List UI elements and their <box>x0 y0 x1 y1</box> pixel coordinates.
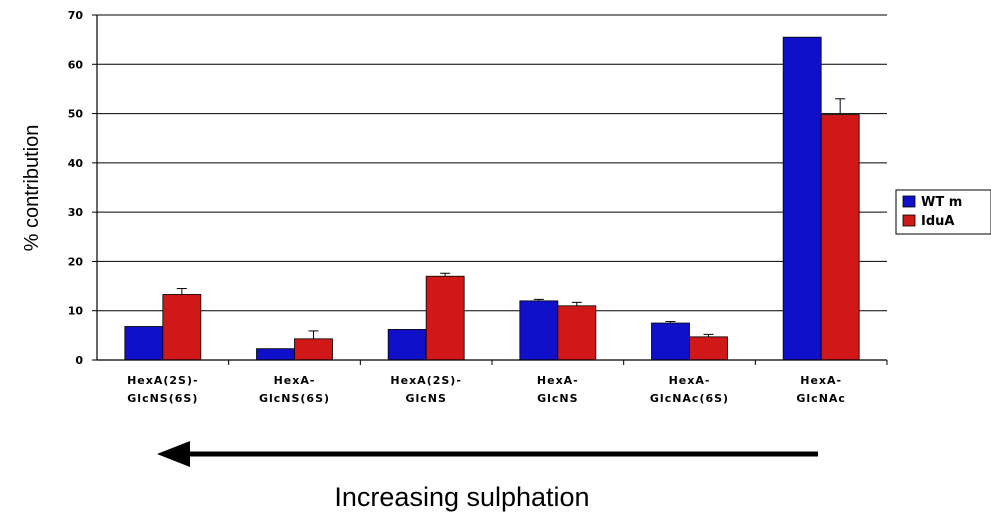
y-axis-title: % contribution <box>21 125 43 252</box>
category-label: GlcNS(6S) <box>127 392 198 405</box>
legend-swatch-wt <box>902 195 916 208</box>
bar-wt <box>519 300 559 361</box>
category-label: GlcNAc <box>796 392 846 405</box>
axes <box>96 15 888 365</box>
y-tick-labels: 0 10 20 30 40 50 60 70 <box>68 9 97 367</box>
bar-idua <box>557 305 597 361</box>
bar-wt <box>124 326 164 361</box>
legend-label-wt: WT m <box>921 195 962 210</box>
bar-idua <box>294 338 333 361</box>
category-label: GlcNS <box>537 392 578 405</box>
y-tick-label: 0 <box>75 354 83 367</box>
y-tick-label: 30 <box>68 206 84 219</box>
category-label: HexA(2S)- <box>127 374 198 387</box>
y-tick-label: 50 <box>68 108 84 121</box>
legend-label-idua: IduA <box>921 214 954 229</box>
gridlines <box>97 14 887 312</box>
arrow-head <box>157 441 190 467</box>
category-labels: HexA(2S)- GlcNS(6S) HexA- GlcNS(6S) HexA(2S)… <box>127 374 846 405</box>
category-label: GlcNS <box>405 392 446 405</box>
y-tick-label: 10 <box>68 305 84 318</box>
sulphation-arrow <box>157 441 818 467</box>
y-tick-label: 70 <box>68 9 84 22</box>
bar-idua <box>820 114 860 361</box>
category-label: HexA- <box>274 374 316 387</box>
bar-wt <box>782 36 822 361</box>
category-label: HexA- <box>537 374 579 387</box>
bar-wt <box>387 329 427 361</box>
category-label: HexA- <box>669 374 711 387</box>
y-tick-label: 60 <box>68 58 84 71</box>
bar-wt <box>651 322 690 361</box>
y-tick-label: 40 <box>68 157 84 170</box>
category-label: GlcNAc(6S) <box>650 392 729 405</box>
legend: WT m IduA <box>895 189 991 235</box>
bar-wt <box>256 348 295 361</box>
bar-idua <box>689 336 728 361</box>
legend-swatch-idua <box>902 214 916 227</box>
annotation-label: Increasing sulphation <box>334 482 589 512</box>
bars <box>124 36 860 361</box>
category-label: GlcNS(6S) <box>259 392 330 405</box>
y-tick-label: 20 <box>68 255 84 268</box>
category-label: HexA- <box>800 374 842 387</box>
bar-idua <box>425 275 465 361</box>
bar-idua <box>162 294 202 361</box>
category-label: HexA(2S)- <box>390 374 461 387</box>
